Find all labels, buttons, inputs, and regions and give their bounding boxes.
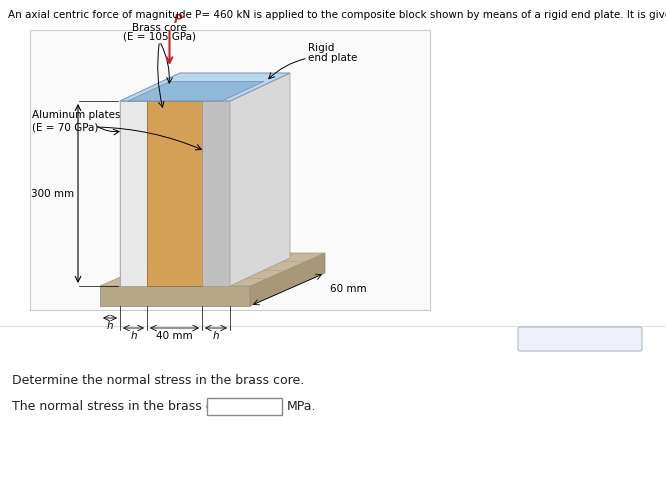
FancyBboxPatch shape [518,327,642,351]
Text: An axial centric force of magnitude P= 460 kN is applied to the composite block : An axial centric force of magnitude P= 4… [8,10,666,20]
Text: P: P [174,13,182,26]
Polygon shape [230,73,290,286]
Text: The normal stress in the brass core is: The normal stress in the brass core is [12,399,247,412]
Bar [30,30,430,310]
Polygon shape [128,81,264,101]
Text: (E = 70 GPa): (E = 70 GPa) [32,122,99,132]
Text: Required information: Required information [525,334,635,344]
Text: Brass core: Brass core [132,23,187,33]
Text: (E = 105 GPa): (E = 105 GPa) [123,31,196,41]
Bar [207,398,282,415]
Text: Aluminum plates: Aluminum plates [32,110,121,120]
Text: h: h [130,331,137,341]
Text: MPa.: MPa. [287,399,316,412]
Text: 60 mm: 60 mm [330,285,366,295]
Polygon shape [120,73,180,286]
Polygon shape [250,253,325,306]
Text: h: h [212,331,219,341]
Text: 300 mm: 300 mm [31,188,74,198]
Text: 40 mm: 40 mm [157,331,193,341]
Polygon shape [120,73,290,101]
Text: end plate: end plate [308,53,358,63]
Text: Rigid: Rigid [308,43,334,53]
Polygon shape [100,253,325,286]
Polygon shape [147,101,202,286]
Text: Determine the normal stress in the brass core.: Determine the normal stress in the brass… [12,375,304,387]
Polygon shape [202,101,230,286]
Text: h: h [107,321,113,331]
Polygon shape [120,101,147,286]
Polygon shape [100,286,250,306]
